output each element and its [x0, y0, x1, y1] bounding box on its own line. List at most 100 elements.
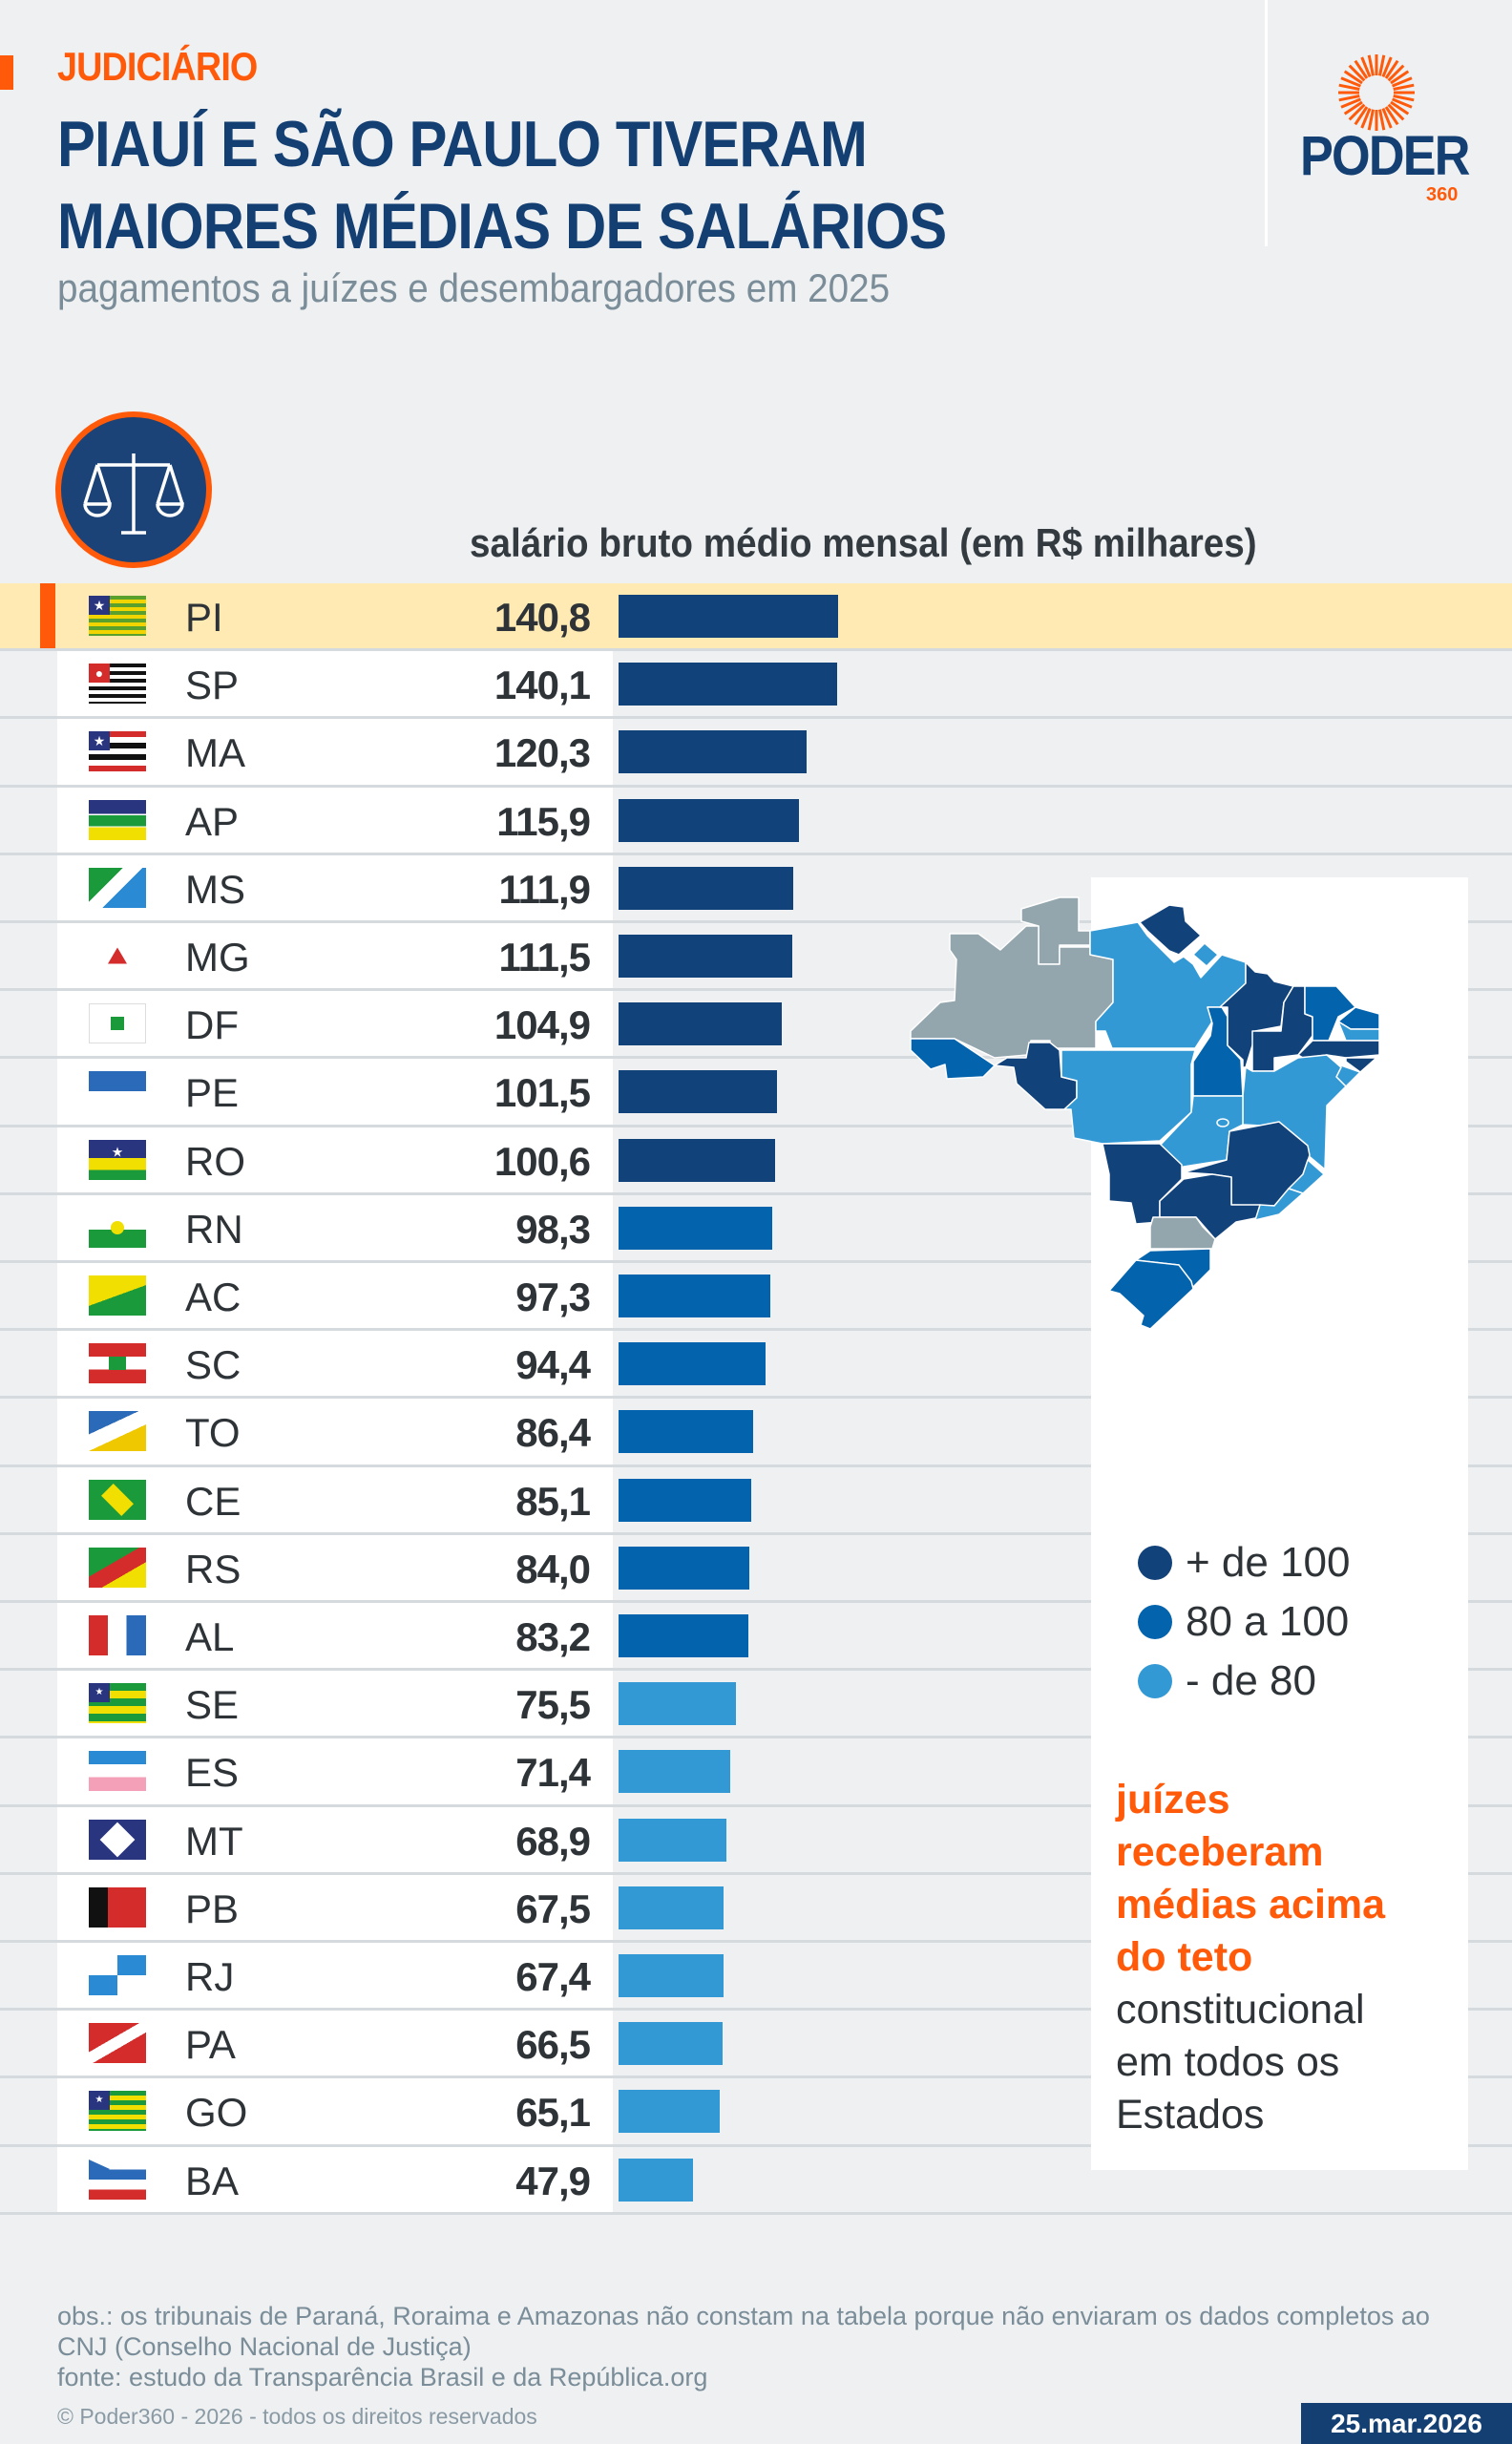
table-row-rn: RN 98,3: [0, 1194, 1512, 1263]
divider: [1265, 0, 1268, 246]
bar-ms: [619, 866, 793, 910]
legend-dot: [1138, 1605, 1172, 1639]
row-background: [57, 1331, 613, 1397]
table-row-mt: MT 68,9: [0, 1806, 1512, 1875]
bar-ma: [619, 730, 807, 774]
value-label: 111,9: [498, 866, 591, 912]
row-background: [57, 1738, 613, 1804]
flag-rn-icon: [89, 1207, 146, 1248]
bar-df: [619, 1002, 783, 1046]
state-label: AC: [185, 1275, 242, 1319]
table-row-to: TO 86,4: [0, 1399, 1512, 1467]
bar-ce: [619, 1478, 751, 1522]
table-row-ms: MS 111,9: [0, 854, 1512, 923]
flag-mt-icon: [89, 1819, 146, 1860]
table-row-ap: AP 115,9: [0, 787, 1512, 855]
table-row-ba: BA 47,9: [0, 2146, 1512, 2215]
row-background: [57, 991, 613, 1057]
legend-item-high: + de 100: [1138, 1539, 1351, 1587]
map-state-pb: [1337, 1021, 1380, 1042]
table-row-ce: CE 85,1: [0, 1466, 1512, 1535]
value-label: 66,5: [515, 2022, 591, 2068]
value-label: 68,9: [515, 1818, 591, 1864]
legend-item-mid: 80 a 100: [1138, 1598, 1349, 1646]
table-row-sc: SC 94,4: [0, 1331, 1512, 1400]
map-state-am: [910, 925, 1114, 1059]
copyright: © Poder360 - 2026 - todos os direitos re…: [57, 2404, 537, 2429]
bar-pi: [619, 595, 838, 638]
flag-ac-icon: [89, 1275, 146, 1316]
highlight-marker: [40, 583, 55, 649]
obs-note: obs.: os tribunais de Paraná, Roraima e …: [57, 2302, 1430, 2361]
state-label: PB: [185, 1886, 240, 1931]
bar-pa: [619, 2022, 723, 2066]
flag-sc-icon: [89, 1343, 146, 1384]
table-row-pi: ★ PI 140,8: [0, 583, 1512, 652]
flag-rs-icon: [89, 1547, 146, 1588]
flag-ba-icon: [89, 2159, 146, 2200]
bar-rn: [619, 1206, 772, 1250]
map-state-rj: [1254, 1188, 1304, 1221]
state-label: GO: [185, 2090, 248, 2136]
row-background: [57, 2011, 613, 2076]
flag-to-icon: [89, 1411, 146, 1452]
value-label: 86,4: [515, 1410, 591, 1456]
bar-al: [619, 1614, 748, 1657]
state-label: ES: [185, 1750, 240, 1796]
bar-pb: [619, 1886, 724, 1929]
table-row-sp: ● SP 140,1: [0, 651, 1512, 720]
bar-sc: [619, 1342, 766, 1386]
value-label: 104,9: [494, 1002, 591, 1048]
map-state-ac: [910, 1038, 996, 1080]
state-label: MT: [185, 1818, 243, 1864]
state-label: SP: [185, 663, 240, 708]
value-label: 98,3: [515, 1206, 591, 1252]
table-row-pb: PB 67,5: [0, 1874, 1512, 1943]
table-row-mg: MG 111,5: [0, 923, 1512, 992]
note-line: constitucional: [1116, 1987, 1365, 2033]
table-row-ac: AC 97,3: [0, 1263, 1512, 1332]
state-label: SE: [185, 1682, 240, 1728]
value-label: 67,4: [515, 1954, 591, 1999]
flag-al-icon: [89, 1615, 146, 1655]
map-state-df: [1216, 1118, 1229, 1127]
subtitle: pagamentos a juízes e desembargadores em…: [57, 265, 891, 310]
row-background: [57, 787, 613, 853]
row-background: [57, 1194, 613, 1260]
row-background: [57, 1671, 613, 1737]
flag-ap-icon: [89, 799, 146, 840]
map-state-ba: [1242, 1054, 1347, 1170]
axis-label: salário bruto médio mensal (em R$ milhar…: [470, 520, 1257, 565]
row-background: [57, 583, 613, 649]
table-row-rs: RS 84,0: [0, 1534, 1512, 1603]
row-background: [57, 1399, 613, 1464]
state-label: BA: [185, 2158, 240, 2203]
row-background: [57, 1059, 613, 1125]
table-row-rj: RJ 67,4: [0, 1943, 1512, 2012]
value-label: 94,4: [515, 1342, 591, 1388]
row-background: [57, 2078, 613, 2144]
state-label: RS: [185, 1546, 242, 1591]
flag-sp-icon: ●: [89, 664, 146, 705]
state-label: PI: [185, 595, 223, 640]
headline-line-1: PIAUÍ E SÃO PAULO TIVERAM: [57, 108, 868, 180]
value-label: 83,2: [515, 1614, 591, 1659]
table-row-se: ★ SE 75,5: [0, 1671, 1512, 1739]
value-label: 97,3: [515, 1275, 591, 1319]
legend-label: + de 100: [1186, 1539, 1351, 1586]
note-line: Estados: [1116, 2092, 1265, 2138]
bar-go: [619, 2090, 721, 2134]
note-line: médias acima: [1116, 1882, 1386, 1928]
map-state-pr: [1149, 1216, 1216, 1250]
bar-es: [619, 1750, 730, 1794]
state-label: AL: [185, 1614, 235, 1659]
annotation: juízes receberam médias acima do teto co…: [1116, 1774, 1460, 2141]
value-label: 71,4: [515, 1750, 591, 1796]
row-background: [57, 651, 613, 717]
state-label: PE: [185, 1070, 240, 1116]
note-line: receberam: [1116, 1829, 1324, 1875]
row-background: [57, 854, 613, 920]
value-label: 140,8: [494, 595, 591, 640]
bar-rj: [619, 1954, 724, 1997]
row-background: [57, 1466, 613, 1532]
